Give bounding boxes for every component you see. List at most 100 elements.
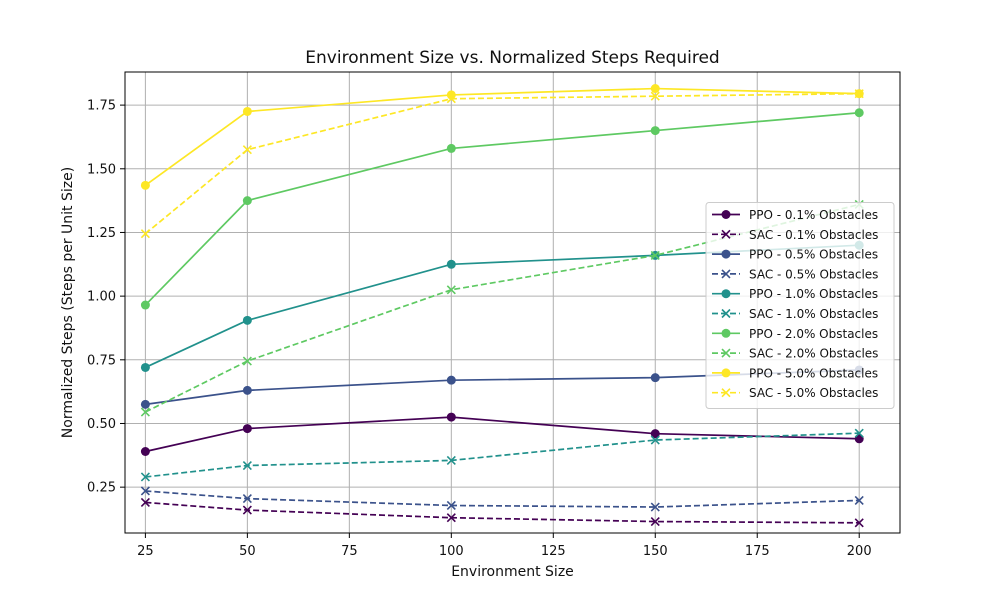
data-point [242,315,252,325]
legend-swatch-marker [721,210,731,219]
data-point [650,429,660,439]
legend-item: PPO - 2.0% Obstacles [712,327,878,341]
x-tick-label: 75 [341,544,358,559]
chart-title: Environment Size vs. Normalized Steps Re… [305,48,719,68]
legend-swatch-marker [721,269,731,279]
data-point [140,180,150,190]
data-point [446,143,456,153]
data-point [140,300,150,310]
data-point [140,407,150,417]
data-point [446,94,456,104]
x-tick-label: 125 [541,544,566,559]
data-point [242,196,252,206]
x-tick-label: 200 [847,544,872,559]
legend-swatch-marker [721,368,731,378]
data-point [140,472,150,482]
legend-label: PPO - 2.0% Obstacles [749,327,878,341]
data-point [446,375,456,385]
data-point [446,500,456,511]
data-point [242,106,252,116]
y-tick-label: 0.25 [87,481,116,496]
legend-item: SAC - 0.5% Obstacles [712,267,878,281]
legend-box [705,202,895,409]
legend-item: SAC - 1.0% Obstacles [712,307,878,321]
data-point [446,513,456,523]
legend-swatch-marker [721,388,731,398]
data-point [140,362,150,372]
data-point [242,356,252,366]
legend-label: SAC - 0.5% Obstacles [749,267,878,281]
y-tick-label: 0.50 [87,417,116,432]
legend-label: PPO - 5.0% Obstacles [749,366,878,380]
series-line [145,416,860,453]
series-9 [140,89,864,239]
legend-label: PPO - 0.1% Obstacles [749,208,878,222]
series-6 [140,108,864,310]
data-point [446,455,456,465]
legend-swatch-marker [721,328,731,338]
series-3 [140,486,864,512]
data-point [854,495,864,505]
legend-swatch-marker [721,249,731,259]
x-tick-label: 100 [439,544,464,559]
legend-swatch-marker [721,348,731,358]
legend-label: SAC - 1.0% Obstacles [749,307,878,321]
series-layer [140,84,864,528]
legend: PPO - 0.1% Obstacles SAC - 0.1% Obstacles… [705,202,895,409]
axis-ticks: 25 50 75 100 125 150 175 200 0.25 0.50 0.75 1.00 1.2… [87,99,872,559]
data-point [650,91,660,101]
legend-swatch-marker [721,289,731,299]
data-point [140,399,150,409]
data-point [446,412,456,422]
x-tick-label: 175 [745,544,770,559]
legend-item: PPO - 0.5% Obstacles [712,248,878,262]
data-point [446,259,456,269]
data-point [854,108,864,118]
series-5 [140,428,864,482]
y-tick-label: 1.50 [87,162,116,177]
data-point [854,518,864,528]
series-line [145,432,860,478]
data-point [650,126,660,136]
data-point [854,428,864,438]
y-tick-label: 1.25 [87,226,116,241]
legend-item: PPO - 0.1% Obstacles [712,208,878,222]
y-tick-label: 1.75 [87,99,116,114]
legend-item: PPO - 1.0% Obstacles [712,287,878,301]
data-point [242,424,252,434]
data-point [650,516,660,527]
data-point [650,435,660,445]
legend-swatch-marker [721,229,731,239]
legend-item: PPO - 5.0% Obstacles [712,366,878,380]
data-point [650,373,660,383]
y-tick-label: 1.00 [87,290,116,305]
legend-swatch-marker [721,308,731,319]
legend-label: SAC - 5.0% Obstacles [749,386,878,400]
legend-item: SAC - 5.0% Obstacles [712,386,878,400]
x-tick-label: 50 [239,544,256,559]
series-0 [140,412,864,456]
x-axis-label: Environment Size [451,564,574,580]
data-point [650,502,660,512]
legend-label: PPO - 1.0% Obstacles [749,287,878,301]
legend-label: PPO - 0.5% Obstacles [749,248,878,262]
legend-item: SAC - 0.1% Obstacles [712,228,878,242]
data-point [242,145,252,155]
legend-item: SAC - 2.0% Obstacles [712,347,878,361]
plot-frame [124,71,901,534]
data-point [242,460,252,471]
legend-label: SAC - 2.0% Obstacles [749,347,878,361]
data-point [140,229,150,239]
data-point [650,250,660,260]
data-point [854,89,864,99]
data-point [446,285,456,295]
data-point [140,486,150,496]
x-tick-label: 25 [137,544,154,559]
y-tick-label: 0.75 [87,353,116,368]
data-point [242,385,252,395]
series-8 [140,84,864,190]
series-1 [140,497,864,528]
series-line [145,501,860,524]
